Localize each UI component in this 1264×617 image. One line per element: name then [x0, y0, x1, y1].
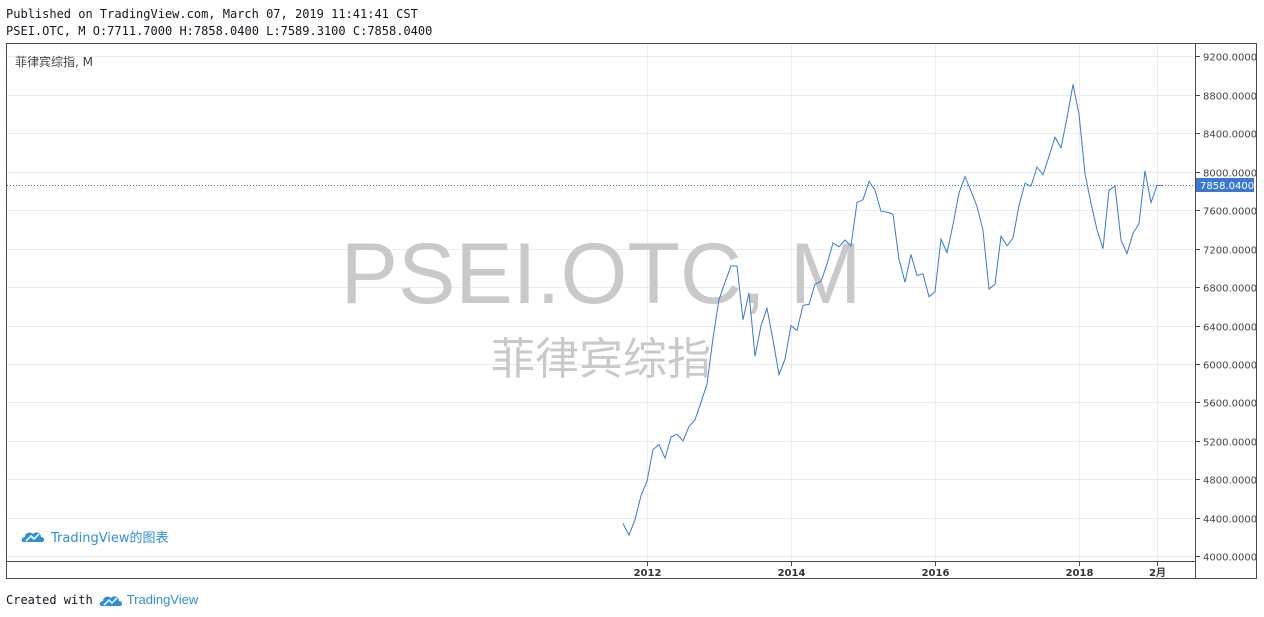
x-tick-label: 2016 — [922, 568, 950, 578]
y-tick-label: 6800.0000 — [1203, 284, 1256, 295]
footer: Created with TradingView — [6, 592, 199, 608]
grid — [7, 44, 1195, 561]
x-tick-label: 2012 — [634, 568, 662, 578]
price-chart[interactable]: PSEI.OTC, M 菲律宾综指 4000.0000 4400.0000 4800… — [7, 44, 1256, 578]
pane-legend: 菲律宾综指, M — [15, 54, 93, 69]
watermark-symbol: PSEI.OTC, M — [341, 226, 862, 322]
last-price-tag-label: 7858.0400 — [1200, 181, 1254, 192]
x-tick-label: 2014 — [778, 568, 806, 578]
symbol-label: PSEI.OTC, M — [6, 24, 86, 38]
open-label: O: — [92, 24, 108, 38]
y-tick-label: 7600.0000 — [1203, 207, 1256, 218]
y-tick-label: 9200.0000 — [1203, 53, 1256, 64]
open-value: 7711.7000 — [107, 24, 173, 38]
y-tick-label: 6400.0000 — [1203, 323, 1256, 334]
y-tick-label: 8800.0000 — [1203, 92, 1256, 103]
y-axis[interactable]: 4000.0000 4400.0000 4800.0000 5200.0000 5600… — [1195, 53, 1256, 564]
y-tick-label: 8400.0000 — [1203, 130, 1256, 141]
y-tick-label: 7200.0000 — [1203, 246, 1256, 257]
tradingview-brand-link[interactable]: TradingView — [126, 592, 199, 607]
x-tick-label: 2018 — [1066, 568, 1094, 578]
y-tick-label: 5200.0000 — [1203, 438, 1256, 449]
ohlc-line: PSEI.OTC, M O:7711.7000 H:7858.0400 L:75… — [6, 24, 432, 38]
y-tick-label: 4000.0000 — [1203, 553, 1256, 564]
low-label: L: — [266, 24, 281, 38]
tradingview-watermark[interactable]: TradingView的图表 — [21, 530, 169, 546]
high-value: 7858.0400 — [193, 24, 259, 38]
y-tick-label: 5600.0000 — [1203, 399, 1256, 410]
watermark: PSEI.OTC, M 菲律宾综指 — [341, 226, 862, 385]
x-tick-label: 2月 — [1149, 567, 1166, 578]
close-value: 7858.0400 — [367, 24, 433, 38]
tradingview-logo-icon — [99, 596, 122, 606]
tradingview-chart-label[interactable]: TradingView的图表 — [50, 530, 169, 546]
y-tick-label: 4800.0000 — [1203, 476, 1256, 487]
tradingview-cloud-icon — [21, 532, 45, 542]
last-price-tag-bg — [1196, 178, 1254, 192]
last-price-tag: 7858.0400 — [1196, 178, 1254, 192]
watermark-name: 菲律宾综指 — [491, 334, 711, 385]
close-label: C: — [352, 24, 368, 38]
created-with-label: Created with — [6, 593, 93, 607]
y-tick-label: 6000.0000 — [1203, 361, 1256, 372]
high-label: H: — [179, 24, 194, 38]
y-tick-label: 4400.0000 — [1203, 515, 1256, 526]
series-line[interactable] — [622, 84, 1163, 537]
y-tick-label: 8000.0000 — [1203, 169, 1256, 180]
chart-frame[interactable]: PSEI.OTC, M 菲律宾综指 4000.0000 4400.0000 4800… — [6, 43, 1257, 579]
low-value: 7589.3100 — [280, 24, 346, 38]
published-line: Published on TradingView.com, March 07, … — [6, 7, 418, 21]
x-axis[interactable]: 2012 2014 2016 2018 2月 — [634, 561, 1166, 578]
